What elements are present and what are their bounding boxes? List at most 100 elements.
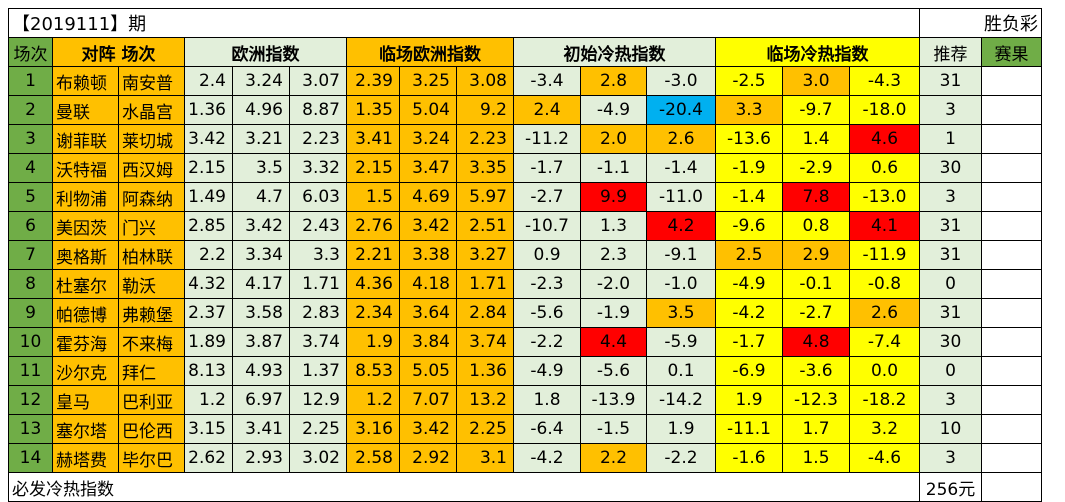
live-heat-cell: 0.6: [849, 153, 920, 183]
eu-odds-cell: 3.34: [232, 240, 290, 270]
period-title: 【2019111】期: [8, 8, 920, 38]
recommend-cell: 0: [919, 269, 982, 299]
init-heat-cell: -1.0: [646, 269, 716, 299]
live-heat-cell: -0.8: [849, 269, 920, 299]
eu-odds-cell: 3.74: [289, 327, 347, 357]
match-number: 14: [8, 443, 53, 473]
eu-odds-cell: 4.32: [184, 269, 233, 299]
live-heat-cell: 0.0: [849, 356, 920, 386]
home-team: 沙尔克: [52, 356, 119, 386]
match-number: 8: [8, 269, 53, 299]
match-number: 3: [8, 124, 53, 154]
recommend-cell: 31: [919, 240, 982, 270]
recommend-cell: 31: [919, 66, 982, 96]
init-heat-cell: -5.6: [513, 298, 581, 328]
init-heat-cell: -5.9: [646, 327, 716, 357]
live-heat-cell: -1.7: [715, 327, 783, 357]
header-live-heat: 临场冷热指数: [715, 37, 920, 67]
home-team: 奥格斯: [52, 240, 119, 270]
result-cell: [981, 385, 1042, 415]
header-matchup: 对阵 场次: [52, 37, 185, 67]
eu-odds-cell: 4.93: [232, 356, 290, 386]
init-heat-cell: -13.9: [580, 385, 647, 415]
eu-odds-cell: 3.58: [232, 298, 290, 328]
recommend-cell: 31: [919, 298, 982, 328]
eu-odds-cell: 8.13: [184, 356, 233, 386]
home-team: 霍芬海: [52, 327, 119, 357]
table-row: 7 奥格斯 柏林联 2.2 3.34 3.3 2.21 3.38 3.27 0.9 2.3 -9.1 2…: [8, 240, 1042, 270]
live-heat-cell: -1.4: [715, 182, 783, 212]
eu-odds-cell: 2.43: [289, 211, 347, 241]
init-heat-cell: 3.5: [646, 298, 716, 328]
live-eu-odds-cell: 3.47: [399, 153, 457, 183]
eu-odds-cell: 1.89: [184, 327, 233, 357]
live-heat-cell: 1.4: [782, 124, 850, 154]
eu-odds-cell: 2.93: [232, 443, 290, 473]
eu-odds-cell: 3.07: [289, 66, 347, 96]
live-heat-cell: -9.6: [715, 211, 783, 241]
init-heat-cell: 9.9: [580, 182, 647, 212]
live-eu-odds-cell: 3.38: [399, 240, 457, 270]
table-row: 9 帕德博 弗赖堡 2.37 3.58 2.83 2.34 3.64 2.84 -5.6 -1.9 3…: [8, 298, 1042, 328]
init-heat-cell: -1.1: [580, 153, 647, 183]
live-heat-cell: 1.5: [782, 443, 850, 473]
live-eu-odds-cell: 2.92: [399, 443, 457, 473]
header-recommend: 推荐: [919, 37, 982, 67]
table-row: 2 曼联 水晶宫 1.36 4.96 8.87 1.35 5.04 9.2 2.4 -4.9 -20.…: [8, 95, 1042, 125]
match-number: 5: [8, 182, 53, 212]
live-eu-odds-cell: 5.04: [399, 95, 457, 125]
live-heat-cell: -12.3: [782, 385, 850, 415]
away-team: 勒沃: [118, 269, 185, 299]
live-eu-odds-cell: 2.23: [456, 124, 514, 154]
table-row: 13 塞尔塔 巴伦西 3.15 3.41 2.25 3.16 3.42 2.25 -6.4 -1.5…: [8, 414, 1042, 444]
live-heat-cell: 4.1: [849, 211, 920, 241]
home-team: 帕德博: [52, 298, 119, 328]
live-eu-odds-cell: 3.1: [456, 443, 514, 473]
live-eu-odds-cell: 13.2: [456, 385, 514, 415]
eu-odds-cell: 3.41: [232, 414, 290, 444]
live-heat-cell: 0.8: [782, 211, 850, 241]
live-heat-cell: -4.6: [849, 443, 920, 473]
eu-odds-cell: 6.97: [232, 385, 290, 415]
eu-odds-cell: 2.15: [184, 153, 233, 183]
live-eu-odds-cell: 2.58: [346, 443, 400, 473]
init-heat-cell: -2.3: [513, 269, 581, 299]
table-row: 14 赫塔费 毕尔巴 2.62 2.93 3.02 2.58 2.92 3.1 -4.2 2.2 -2…: [8, 443, 1042, 473]
init-heat-cell: -2.2: [646, 443, 716, 473]
result-cell: [981, 124, 1042, 154]
live-heat-cell: 1.9: [715, 385, 783, 415]
live-heat-cell: 2.5: [715, 240, 783, 270]
eu-odds-cell: 3.42: [232, 211, 290, 241]
init-heat-cell: -4.9: [580, 95, 647, 125]
result-cell: [981, 298, 1042, 328]
live-heat-cell: -6.9: [715, 356, 783, 386]
header-eu-odds: 欧洲指数: [184, 37, 347, 67]
live-heat-cell: -4.2: [715, 298, 783, 328]
header-result: 赛果: [981, 37, 1042, 67]
init-heat-cell: -6.4: [513, 414, 581, 444]
match-number: 1: [8, 66, 53, 96]
eu-odds-cell: 4.17: [232, 269, 290, 299]
init-heat-cell: 2.3: [580, 240, 647, 270]
header-init-heat: 初始冷热指数: [513, 37, 716, 67]
eu-odds-cell: 4.96: [232, 95, 290, 125]
result-cell: [981, 66, 1042, 96]
match-number: 11: [8, 356, 53, 386]
away-team: 不来梅: [118, 327, 185, 357]
live-heat-cell: -18.2: [849, 385, 920, 415]
footer-row: 必发冷热指数 256元: [8, 472, 1042, 502]
header-changci-2: 场次: [121, 44, 156, 65]
result-cell: [981, 211, 1042, 241]
live-heat-cell: -2.7: [782, 298, 850, 328]
header-live-eu-odds: 临场欧洲指数: [346, 37, 514, 67]
home-team: 皇马: [52, 385, 119, 415]
live-heat-cell: -7.4: [849, 327, 920, 357]
header-duizhen: 对阵: [81, 44, 116, 65]
live-heat-cell: 3.0: [782, 66, 850, 96]
spreadsheet: 【2019111】期 胜负彩 场次 对阵 场次 欧洲指数 临场欧洲指数 初始冷热…: [8, 8, 1042, 502]
table-row: 3 谢菲联 莱切城 3.42 3.21 2.23 3.41 3.24 2.23 -11.2 2.0 2…: [8, 124, 1042, 154]
eu-odds-cell: 3.5: [232, 153, 290, 183]
eu-odds-cell: 2.83: [289, 298, 347, 328]
table-row: 1 布赖顿 南安普 2.4 3.24 3.07 2.39 3.25 3.08 -3.4 2.8 -3.…: [8, 66, 1042, 96]
live-heat-cell: -2.5: [715, 66, 783, 96]
